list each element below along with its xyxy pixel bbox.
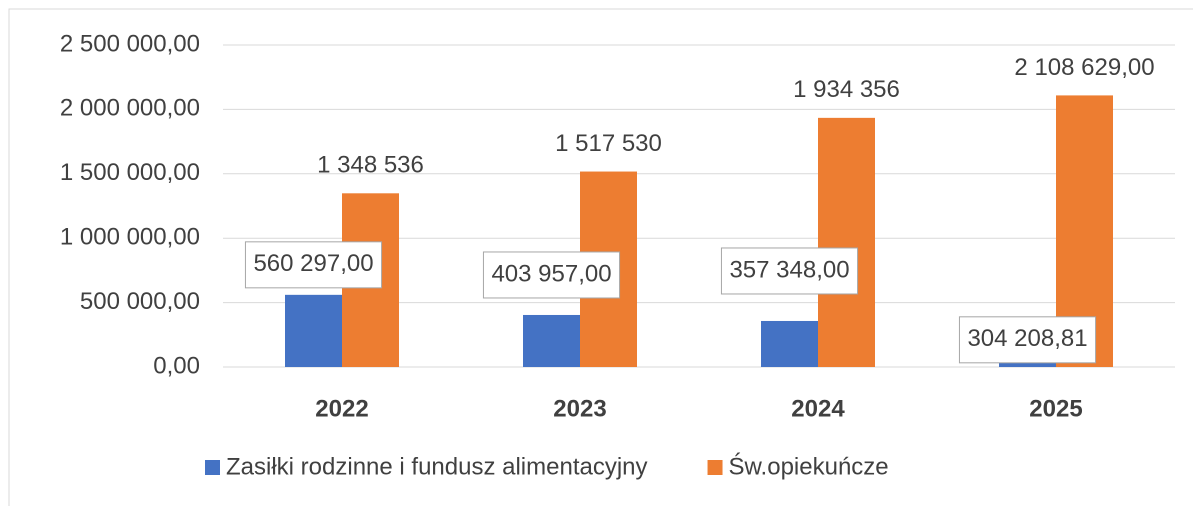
data-label: 1 517 530 [555,130,662,157]
data-label: 560 297,00 [253,250,373,277]
bar [523,314,580,367]
bar [761,320,818,367]
legend-label: Św.opiekuńcze [729,452,889,480]
data-label: 1 348 536 [317,152,424,179]
bar [285,294,342,367]
data-label: 403 957,00 [491,260,611,287]
y-tick-label: 2 000 000,00 [60,95,200,122]
x-tick-label: 2023 [553,395,606,422]
y-tick-label: 2 500 000,00 [60,30,200,57]
legend-label: Zasiłki rodzinne i fundusz alimentacyjny [226,453,648,480]
x-tick-label: 2024 [791,395,845,422]
y-tick-label: 500 000,00 [80,288,200,315]
data-label: 357 348,00 [729,256,849,283]
legend-swatch [707,460,723,475]
data-label-box [482,251,621,299]
data-label: 2 108 629,00 [1014,54,1154,81]
data-label-box [720,247,859,295]
chart-border [8,8,1193,506]
y-tick-label: 1 500 000,00 [60,159,200,186]
data-label-box [244,241,383,289]
x-tick-label: 2025 [1029,395,1082,422]
y-tick-label: 0,00 [153,352,200,379]
data-label: 304 208,81 [967,325,1087,352]
y-tick-label: 1 000 000,00 [60,224,200,251]
x-tick-label: 2022 [315,395,368,422]
data-label: 1 934 356 [793,76,900,103]
legend-swatch [205,460,220,475]
bar [818,117,875,367]
data-label-box [958,316,1097,364]
